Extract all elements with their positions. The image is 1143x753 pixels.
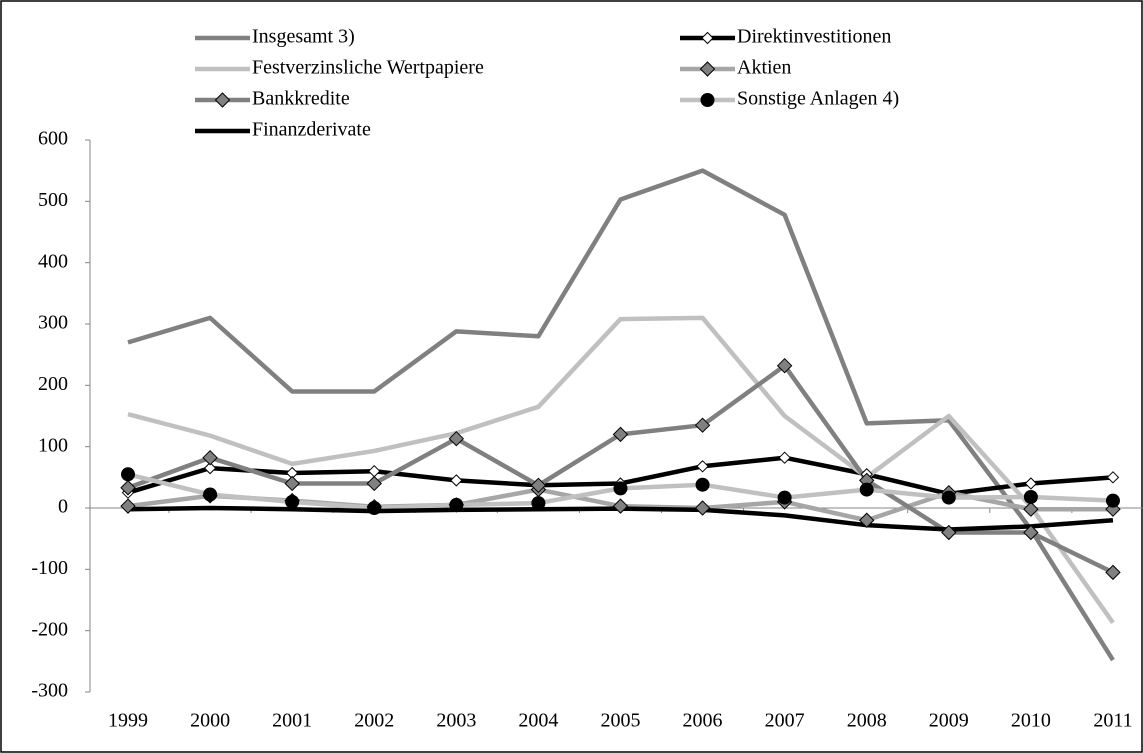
x-tick-label: 2005 [600,710,640,732]
legend-label: Finanzderivate [252,119,371,141]
series-marker [859,512,875,528]
series-marker [202,449,218,466]
legend-label: Aktien [737,57,791,79]
series-marker [203,461,217,475]
series-marker [1106,471,1120,484]
series-marker [120,480,136,496]
x-tick-label: 2002 [354,710,394,732]
x-tick-label: 1999 [108,710,148,732]
series-marker [449,497,464,512]
legend-label: Direktinvestitionen [737,26,891,48]
x-tick-label: 2003 [436,710,476,732]
series-marker [1105,564,1121,581]
series-marker [450,474,463,487]
y-tick-label: 300 [38,312,68,334]
series-marker [284,475,300,492]
y-tick-label: 400 [38,250,68,272]
series-marker [941,524,957,541]
x-tick-label: 2001 [272,710,312,732]
series-marker [1023,489,1038,504]
series-marker [1023,501,1039,517]
series-marker [613,481,628,496]
series-marker [1024,477,1038,490]
legend-marker [699,61,716,77]
legend-label: Festverzinsliche Wertpapiere [252,57,484,79]
legend-marker [700,93,715,107]
series-marker [776,357,793,374]
x-tick-label: 2006 [683,710,723,732]
x-tick-label: 2008 [847,710,887,732]
series-marker [612,426,629,443]
series-marker [694,500,711,516]
legend-label: Insgesamt 3) [252,26,355,48]
series-marker [859,482,874,497]
series-marker [285,494,300,509]
x-tick-label: 2004 [518,710,558,732]
series-marker [531,496,546,511]
series-marker [695,477,710,492]
series-marker [778,451,791,464]
y-tick-label: -300 [31,680,68,702]
y-tick-label: 0 [58,496,68,518]
y-tick-label: 100 [38,434,68,456]
series-marker [203,487,218,502]
legend-marker [701,31,714,45]
series-marker [366,475,382,492]
y-tick-label: 500 [38,189,68,211]
series-line [127,168,1115,662]
legend-marker [214,92,231,108]
series-marker [1023,524,1039,541]
x-tick-label: 2011 [1093,710,1132,732]
series-marker [941,490,956,505]
x-tick-label: 2007 [765,710,805,732]
y-tick-label: -100 [31,557,68,579]
series-marker [530,477,547,494]
series-marker [120,498,136,514]
legend-label: Sonstige Anlagen 4) [737,88,899,110]
series-marker [612,498,629,514]
series-marker [367,501,382,515]
series-marker [1105,493,1120,508]
series-marker [121,467,135,482]
y-tick-label: -200 [31,618,68,640]
x-tick-label: 2009 [929,710,969,732]
series-marker [777,490,792,505]
legend-label: Bankkredite [252,88,350,110]
series-marker [694,417,711,433]
series-marker [696,460,709,473]
x-tick-label: 2010 [1011,710,1051,732]
series-line [127,315,1115,624]
x-tick-label: 2000 [190,710,230,732]
y-tick-label: 600 [38,128,68,150]
series-marker [448,430,465,447]
y-tick-label: 200 [38,373,68,395]
